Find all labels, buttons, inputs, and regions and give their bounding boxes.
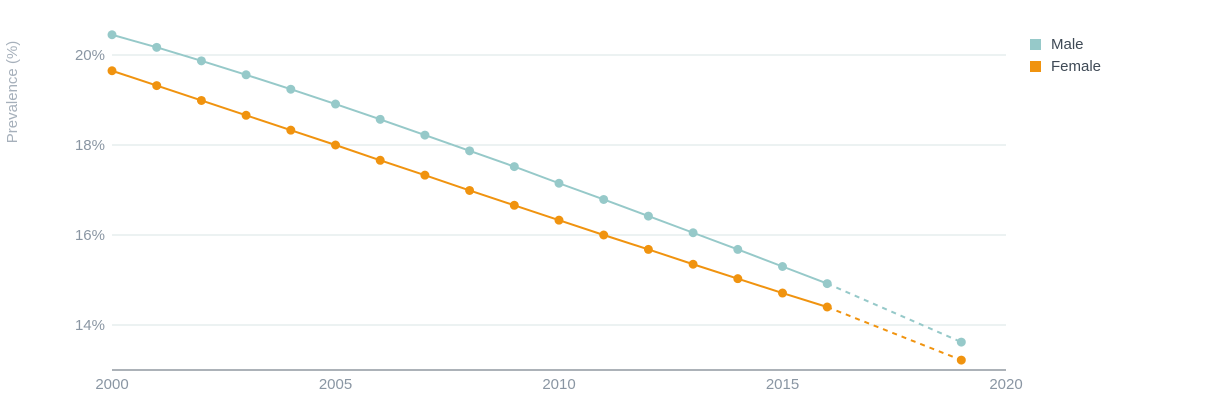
series-group — [107, 30, 966, 365]
x-tick-label: 2020 — [989, 376, 1022, 393]
data-point-male[interactable] — [465, 146, 475, 156]
x-tick-label: 2015 — [766, 376, 799, 393]
data-point-male[interactable] — [733, 244, 743, 254]
data-point-female[interactable] — [286, 125, 296, 135]
data-point-female[interactable] — [196, 95, 206, 105]
data-point-male[interactable] — [643, 211, 653, 221]
data-point-male[interactable] — [688, 228, 698, 238]
y-axis-label: Prevalence (%) — [4, 41, 21, 144]
data-point-male[interactable] — [107, 30, 117, 40]
data-point-female[interactable] — [956, 355, 966, 365]
legend-swatch-male — [1030, 38, 1041, 50]
data-point-female[interactable] — [509, 200, 519, 210]
x-tick-label: 2005 — [319, 376, 352, 393]
y-tick-label: 16% — [75, 227, 105, 244]
series-line-male — [111, 33, 828, 285]
legend-label-female: Female — [1051, 57, 1102, 75]
data-point-female[interactable] — [465, 185, 475, 195]
x-tick-label: 2010 — [542, 376, 575, 393]
data-point-female[interactable] — [107, 66, 117, 76]
data-point-female[interactable] — [599, 230, 609, 240]
y-tick-labels: 14% 16% 18% 20% — [75, 47, 105, 334]
data-point-female[interactable] — [733, 274, 743, 284]
data-point-male[interactable] — [241, 70, 251, 80]
data-point-male[interactable] — [331, 99, 340, 109]
series-projection-male — [826, 282, 962, 344]
x-tick-label: 2000 — [95, 376, 128, 393]
data-point-female[interactable] — [778, 288, 787, 298]
data-point-female[interactable] — [241, 110, 251, 120]
data-point-male[interactable] — [286, 84, 296, 94]
legend-swatch-female — [1030, 60, 1041, 72]
x-tick-labels: 2000 2005 2010 2015 2020 — [95, 376, 1022, 393]
data-point-female[interactable] — [331, 140, 340, 150]
gridlines — [112, 54, 1006, 326]
data-point-male[interactable] — [599, 194, 609, 204]
data-point-male[interactable] — [420, 130, 430, 140]
y-tick-label: 20% — [75, 47, 105, 64]
data-point-male[interactable] — [152, 42, 162, 52]
data-point-male[interactable] — [778, 262, 787, 271]
data-point-female[interactable] — [688, 259, 698, 269]
data-point-female[interactable] — [375, 155, 385, 165]
data-point-male[interactable] — [196, 56, 206, 66]
legend-item-female[interactable]: Female — [1030, 55, 1101, 77]
data-point-male[interactable] — [375, 114, 385, 124]
legend-label-male: Male — [1051, 35, 1084, 53]
data-point-male[interactable] — [822, 279, 832, 289]
data-point-female[interactable] — [643, 244, 653, 254]
y-tick-label: 14% — [75, 317, 105, 334]
y-tick-label: 18% — [75, 137, 105, 154]
series-projection-female — [826, 306, 962, 362]
data-point-female[interactable] — [420, 170, 430, 180]
data-point-male[interactable] — [554, 178, 564, 188]
legend: Male Female — [1030, 33, 1101, 77]
data-point-female[interactable] — [152, 81, 162, 91]
series-male — [107, 30, 966, 347]
legend-item-male[interactable]: Male — [1030, 33, 1101, 55]
data-point-male[interactable] — [956, 337, 966, 347]
data-point-male[interactable] — [509, 162, 519, 172]
data-point-female[interactable] — [554, 215, 564, 225]
series-female — [107, 66, 966, 365]
data-point-female[interactable] — [822, 302, 832, 312]
